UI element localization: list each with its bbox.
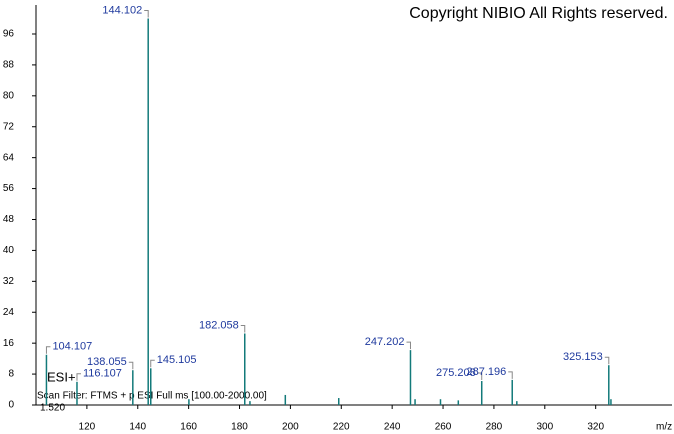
peak-label: 287.196: [466, 366, 506, 378]
y-tick-label: 96: [3, 29, 15, 40]
label-bracket: [406, 341, 411, 350]
x-tick-label: 260: [435, 422, 452, 433]
y-tick-label: 16: [3, 338, 15, 349]
x-tick-label: 120: [79, 422, 96, 433]
peak-label: 275.208: [436, 367, 476, 379]
label-bracket: [508, 371, 513, 379]
peak-label: 145.105: [157, 354, 197, 366]
y-tick-label: 40: [3, 245, 15, 256]
peak-label: 116.107: [83, 368, 122, 380]
y-tick-label: 72: [3, 121, 15, 132]
x-tick-label: 320: [587, 422, 604, 433]
x-tick-label: 200: [282, 422, 299, 433]
retention-time: 1.520: [40, 403, 65, 414]
peak-label: 247.202: [365, 336, 405, 348]
y-tick-label: 88: [3, 60, 15, 71]
label-bracket: [150, 359, 155, 368]
x-tick-label: 240: [384, 422, 401, 433]
peak-label: 182.058: [199, 319, 239, 331]
ion-mode: ESI+: [47, 369, 76, 384]
y-tick-label: 64: [3, 152, 15, 163]
x-tick-label: 180: [231, 422, 248, 433]
y-tick-label: 32: [3, 276, 15, 287]
label-bracket: [604, 356, 610, 365]
y-tick-label: 80: [3, 90, 15, 101]
x-tick-label: 300: [536, 422, 553, 433]
peak-label: 325.153: [563, 351, 603, 363]
y-tick-label: 24: [3, 307, 15, 318]
label-bracket: [240, 325, 246, 333]
y-tick-label: 8: [8, 369, 14, 380]
peak-label: 104.107: [52, 341, 92, 353]
peak-label: 144.102: [102, 4, 142, 16]
x-tick-label: 220: [333, 422, 350, 433]
copyright: Copyright NIBIO All Rights reserved.: [409, 5, 668, 22]
x-tick-label: 140: [129, 422, 146, 433]
label-bracket: [477, 372, 483, 381]
y-tick-label: 0: [8, 400, 14, 411]
x-tick-label: 160: [180, 422, 197, 433]
label-bracket: [128, 361, 134, 370]
label-bracket: [144, 10, 149, 18]
scan-filter: Scan Filter: FTMS + p ESI Full ms [100.0…: [37, 391, 267, 402]
y-tick-label: 56: [3, 183, 15, 194]
y-tick-label: 48: [3, 214, 15, 225]
x-tick-label: 280: [486, 422, 503, 433]
label-bracket: [45, 346, 51, 354]
x-axis-label: m/z: [656, 422, 672, 433]
peak-label: 138.055: [87, 356, 127, 368]
label-bracket: [76, 373, 81, 381]
